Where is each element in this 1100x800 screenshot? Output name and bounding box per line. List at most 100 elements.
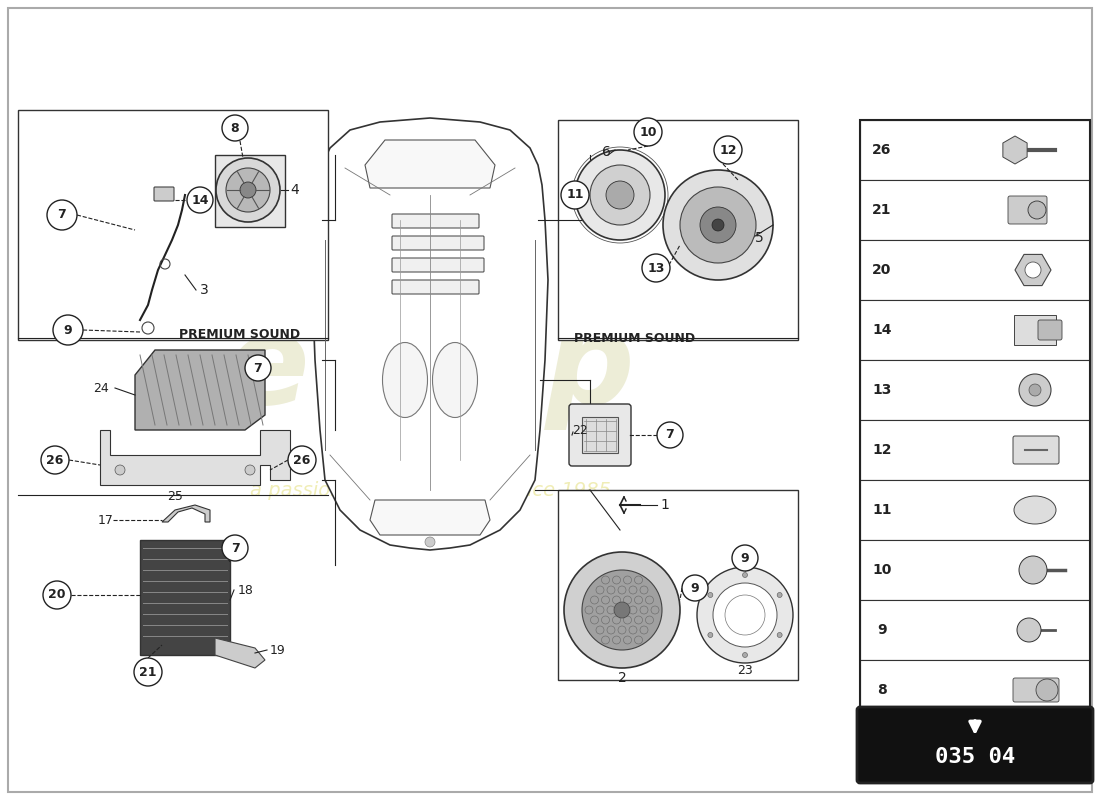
Text: 035 04: 035 04 xyxy=(935,747,1015,767)
Circle shape xyxy=(742,573,748,578)
Text: 12: 12 xyxy=(872,443,892,457)
Text: 24: 24 xyxy=(94,382,109,394)
FancyBboxPatch shape xyxy=(860,480,1090,540)
Text: 21: 21 xyxy=(140,666,156,678)
Polygon shape xyxy=(135,350,265,430)
Circle shape xyxy=(742,653,748,658)
Text: 11: 11 xyxy=(566,189,584,202)
Circle shape xyxy=(657,422,683,448)
Text: 9: 9 xyxy=(64,323,73,337)
Text: 26: 26 xyxy=(294,454,310,466)
Text: PREMIUM SOUND: PREMIUM SOUND xyxy=(179,329,300,342)
FancyBboxPatch shape xyxy=(860,660,1090,720)
Text: 7: 7 xyxy=(57,209,66,222)
FancyBboxPatch shape xyxy=(857,707,1093,783)
Text: 10: 10 xyxy=(872,563,892,577)
Text: 7: 7 xyxy=(254,362,263,374)
Text: 13: 13 xyxy=(872,383,892,397)
Circle shape xyxy=(697,567,793,663)
FancyBboxPatch shape xyxy=(1015,736,1057,764)
Circle shape xyxy=(43,581,72,609)
Text: 7: 7 xyxy=(877,743,887,757)
FancyBboxPatch shape xyxy=(154,187,174,201)
Text: 5: 5 xyxy=(755,231,763,245)
FancyBboxPatch shape xyxy=(1013,436,1059,464)
FancyBboxPatch shape xyxy=(214,155,285,227)
Text: 20: 20 xyxy=(48,589,66,602)
FancyBboxPatch shape xyxy=(392,280,478,294)
Polygon shape xyxy=(162,505,210,522)
Text: 25: 25 xyxy=(167,490,183,503)
Text: 2: 2 xyxy=(617,671,626,685)
Text: PREMIUM SOUND: PREMIUM SOUND xyxy=(574,331,695,345)
Text: 8: 8 xyxy=(877,683,887,697)
Circle shape xyxy=(582,570,662,650)
Circle shape xyxy=(1025,262,1041,278)
Text: 23: 23 xyxy=(737,663,752,677)
Text: 10: 10 xyxy=(639,126,657,138)
FancyBboxPatch shape xyxy=(582,417,618,453)
FancyBboxPatch shape xyxy=(392,258,484,272)
Polygon shape xyxy=(1015,254,1050,286)
Circle shape xyxy=(1019,374,1050,406)
Text: 8: 8 xyxy=(231,122,240,134)
FancyBboxPatch shape xyxy=(558,490,798,680)
Text: 11: 11 xyxy=(872,503,892,517)
Polygon shape xyxy=(312,118,548,550)
Text: 7: 7 xyxy=(231,542,240,554)
Circle shape xyxy=(634,118,662,146)
Circle shape xyxy=(708,633,713,638)
Circle shape xyxy=(245,465,255,475)
Circle shape xyxy=(226,168,270,212)
Text: 7: 7 xyxy=(666,429,674,442)
FancyBboxPatch shape xyxy=(860,180,1090,240)
Polygon shape xyxy=(100,430,290,485)
Circle shape xyxy=(590,165,650,225)
Text: 4: 4 xyxy=(290,183,299,197)
Text: 9: 9 xyxy=(877,623,887,637)
Circle shape xyxy=(564,552,680,668)
Circle shape xyxy=(134,658,162,686)
FancyBboxPatch shape xyxy=(392,236,484,250)
Circle shape xyxy=(1028,384,1041,396)
FancyBboxPatch shape xyxy=(860,720,1090,780)
Text: 1: 1 xyxy=(660,498,669,512)
Polygon shape xyxy=(214,638,265,668)
FancyBboxPatch shape xyxy=(860,240,1090,300)
Circle shape xyxy=(777,633,782,638)
Circle shape xyxy=(222,535,248,561)
FancyBboxPatch shape xyxy=(392,214,478,228)
Circle shape xyxy=(680,187,756,263)
Text: 14: 14 xyxy=(191,194,209,206)
Text: 26: 26 xyxy=(872,143,892,157)
FancyBboxPatch shape xyxy=(1038,320,1061,340)
Text: 3: 3 xyxy=(200,283,209,297)
Circle shape xyxy=(53,315,82,345)
Circle shape xyxy=(1018,618,1041,642)
Circle shape xyxy=(575,150,666,240)
Text: 18: 18 xyxy=(238,583,254,597)
Circle shape xyxy=(240,182,256,198)
Text: 9: 9 xyxy=(740,551,749,565)
Text: 26: 26 xyxy=(46,454,64,466)
Circle shape xyxy=(561,181,588,209)
Circle shape xyxy=(708,593,713,598)
FancyBboxPatch shape xyxy=(569,404,631,466)
Circle shape xyxy=(700,207,736,243)
FancyBboxPatch shape xyxy=(18,110,328,340)
Circle shape xyxy=(614,602,630,618)
FancyBboxPatch shape xyxy=(860,540,1090,600)
Circle shape xyxy=(116,465,125,475)
Text: 19: 19 xyxy=(270,643,286,657)
Polygon shape xyxy=(370,500,490,535)
Circle shape xyxy=(732,545,758,571)
FancyBboxPatch shape xyxy=(1013,678,1059,702)
Circle shape xyxy=(216,158,280,222)
Text: 14: 14 xyxy=(872,323,892,337)
Text: 20: 20 xyxy=(872,263,892,277)
Text: europ: europ xyxy=(224,310,636,430)
FancyBboxPatch shape xyxy=(860,600,1090,660)
FancyBboxPatch shape xyxy=(860,300,1090,360)
Ellipse shape xyxy=(1014,496,1056,524)
Polygon shape xyxy=(1003,136,1027,164)
